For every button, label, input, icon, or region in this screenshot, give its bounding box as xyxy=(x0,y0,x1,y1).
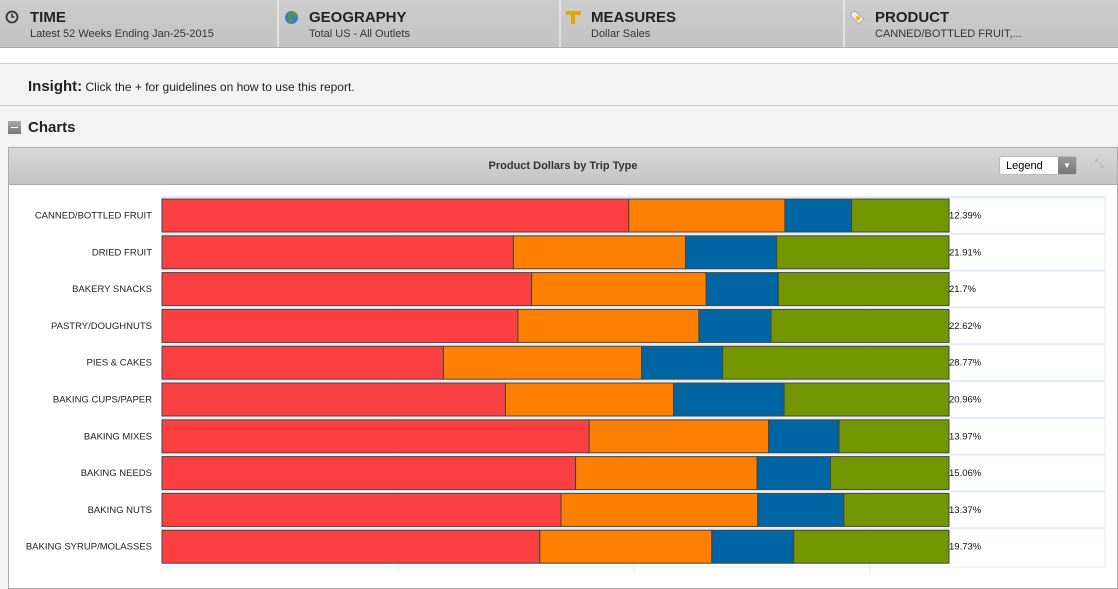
filter-title: MEASURES xyxy=(591,9,677,26)
data-label: 21.7% xyxy=(949,284,976,295)
bar-segment xyxy=(793,529,950,564)
bar-segment xyxy=(838,419,950,454)
bar-segment xyxy=(705,272,779,307)
section-title: Charts xyxy=(28,119,76,136)
filter-product[interactable]: PRODUCT CANNED/BOTTLED FRUIT,... xyxy=(845,0,1118,47)
filter-geography[interactable]: GEOGRAPHY Total US - All Outlets xyxy=(279,0,561,47)
category-label: BAKERY SNACKS xyxy=(72,284,152,295)
data-label: 12.39% xyxy=(949,211,982,222)
insight: Insight: Click the + for guidelines on h… xyxy=(28,78,355,95)
bar-segment xyxy=(161,198,630,233)
bar-segment xyxy=(575,456,758,491)
bar-segment xyxy=(641,345,724,380)
bar-segment xyxy=(517,308,700,343)
bar-segment xyxy=(539,529,713,564)
data-label: 13.97% xyxy=(949,431,982,442)
filter-value: Dollar Sales xyxy=(591,28,651,40)
bar-segment xyxy=(161,308,519,343)
data-label: 21.91% xyxy=(949,247,982,258)
bar-segment xyxy=(756,456,831,491)
filter-bar: TIME Latest 52 Weeks Ending Jan-25-2015 … xyxy=(0,0,1118,48)
bar-segment xyxy=(161,419,590,454)
data-label: 22.62% xyxy=(949,321,982,332)
category-label: PIES & CAKES xyxy=(87,358,152,369)
bar-segment xyxy=(504,382,675,417)
bar-segment xyxy=(829,456,950,491)
bar-segment xyxy=(628,198,786,233)
category-label: BAKING NEEDS xyxy=(81,468,152,479)
collapse-icon[interactable] xyxy=(8,121,21,134)
bar-segment xyxy=(673,382,785,417)
charts-section-header[interactable]: Charts xyxy=(8,119,76,136)
bar-segment xyxy=(161,529,541,564)
filter-time[interactable]: TIME Latest 52 Weeks Ending Jan-25-2015 xyxy=(0,0,279,47)
bar-segment xyxy=(722,345,950,380)
bar-segment xyxy=(757,492,845,527)
bar-segment xyxy=(711,529,795,564)
bar-segment xyxy=(783,382,950,417)
bar-segment xyxy=(768,419,840,454)
insight-label: Insight: xyxy=(28,78,83,95)
spacer xyxy=(0,48,1118,64)
chevron-down-icon[interactable]: ▼ xyxy=(1058,157,1076,174)
category-label: CANNED/BOTTLED FRUIT xyxy=(35,211,152,222)
bar-segment xyxy=(784,198,853,233)
bar-segment xyxy=(161,272,533,307)
filter-value: CANNED/BOTTLED FRUIT,... xyxy=(875,28,1022,40)
data-label: 15.06% xyxy=(949,468,982,479)
filter-title: TIME xyxy=(30,9,66,26)
clock-icon xyxy=(5,10,19,24)
filter-title: GEOGRAPHY xyxy=(309,9,407,26)
filter-value: Latest 52 Weeks Ending Jan-25-2015 xyxy=(30,28,214,40)
bar-segment xyxy=(698,308,772,343)
chart-title: Product Dollars by Trip Type xyxy=(488,160,638,172)
insight-text: Click the + for guidelines on how to use… xyxy=(85,80,355,94)
chart-panel-header: Product Dollars by Trip Type Legend ▼ ⤡ xyxy=(9,148,1117,185)
bar-segment xyxy=(685,235,778,270)
category-label: BAKING SYRUP/MOLASSES xyxy=(26,542,152,553)
data-label: 13.37% xyxy=(949,505,982,516)
bar-segment xyxy=(776,235,950,270)
category-label: BAKING MIXES xyxy=(84,431,152,442)
bar-segment xyxy=(770,308,950,343)
bar-segment xyxy=(777,272,950,307)
bar-segment xyxy=(442,345,643,380)
filter-value: Total US - All Outlets xyxy=(309,28,410,40)
bar-segment xyxy=(512,235,687,270)
bar-segment xyxy=(588,419,770,454)
divider xyxy=(0,105,1118,106)
category-label: BAKING CUPS/PAPER xyxy=(53,395,152,406)
bar-segment xyxy=(851,198,950,233)
category-label: DRIED FRUIT xyxy=(92,247,152,258)
bar-segment xyxy=(843,492,950,527)
data-label: 19.73% xyxy=(949,542,982,553)
tag-icon xyxy=(850,10,865,25)
bar-segment xyxy=(161,235,514,270)
bar-segment xyxy=(161,382,506,417)
filter-measures[interactable]: MEASURES Dollar Sales xyxy=(561,0,845,47)
chart-panel: Product Dollars by Trip Type Legend ▼ ⤡ C… xyxy=(8,147,1118,589)
chart-plot: CANNED/BOTTLED FRUIT59.31%19.84%8.47%12.… xyxy=(26,196,1106,573)
bar-segment xyxy=(161,456,577,491)
filter-title: PRODUCT xyxy=(875,9,950,26)
bar-segment xyxy=(161,345,444,380)
legend-select[interactable]: Legend ▼ xyxy=(999,156,1077,175)
legend-select-value: Legend xyxy=(1006,160,1043,172)
data-label: 28.77% xyxy=(949,358,982,369)
category-label: BAKING NUTS xyxy=(88,505,152,516)
data-label: 20.96% xyxy=(949,395,982,406)
ruler-icon xyxy=(566,10,581,24)
expand-icon[interactable]: ⤡ xyxy=(1095,158,1104,170)
bar-segment xyxy=(531,272,707,307)
category-label: PASTRY/DOUGHNUTS xyxy=(51,321,152,332)
bar-segment xyxy=(560,492,759,527)
bar-segment xyxy=(161,492,562,527)
globe-icon xyxy=(284,10,299,24)
